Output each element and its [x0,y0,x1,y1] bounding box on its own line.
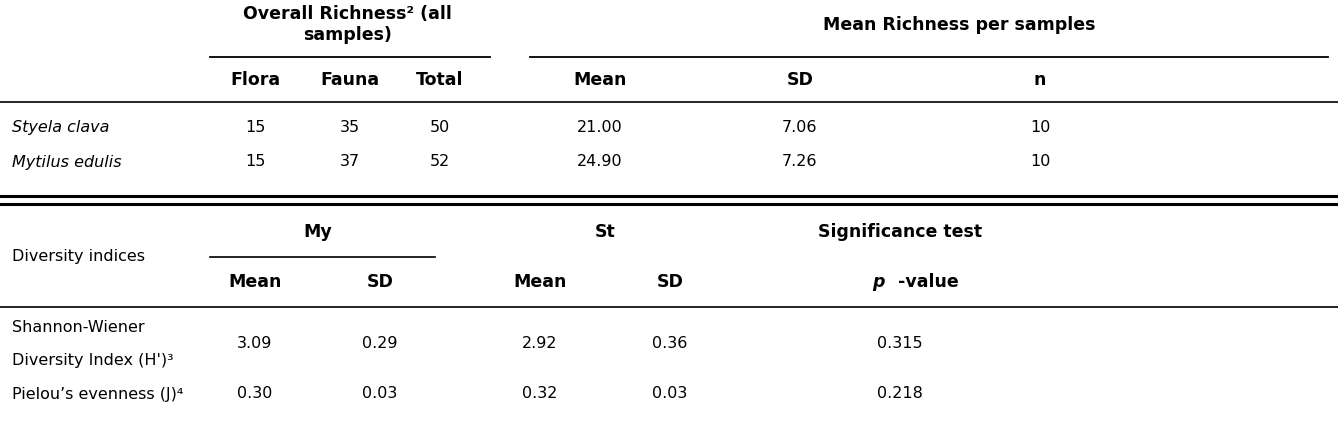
Text: 7.26: 7.26 [783,155,818,169]
Text: samples): samples) [304,26,392,44]
Text: 0.03: 0.03 [363,387,397,401]
Text: SD: SD [367,273,393,291]
Text: Diversity Index (H')³: Diversity Index (H')³ [12,353,174,368]
Text: SD: SD [787,71,814,89]
Text: p: p [872,273,884,291]
Text: 0.36: 0.36 [653,336,688,351]
Text: SD: SD [657,273,684,291]
Text: 0.32: 0.32 [522,387,558,401]
Text: Total: Total [416,71,464,89]
Text: -value: -value [898,273,958,291]
Text: 10: 10 [1030,120,1050,134]
Text: 24.90: 24.90 [577,155,622,169]
Text: 0.03: 0.03 [653,387,688,401]
Text: 0.29: 0.29 [363,336,397,351]
Text: Shannon-Wiener: Shannon-Wiener [12,320,145,334]
Text: 52: 52 [429,155,450,169]
Text: 10: 10 [1030,155,1050,169]
Text: 50: 50 [429,120,450,134]
Text: 0.315: 0.315 [878,336,923,351]
Text: Mean: Mean [229,273,282,291]
Text: Mean: Mean [514,273,567,291]
Text: 0.218: 0.218 [878,387,923,401]
Text: Overall Richness² (all: Overall Richness² (all [244,5,452,23]
Text: St: St [594,223,615,241]
Text: n: n [1034,71,1046,89]
Text: Significance test: Significance test [818,223,982,241]
Text: Mean: Mean [573,71,626,89]
Text: Flora: Flora [230,71,280,89]
Text: 2.92: 2.92 [522,336,558,351]
Text: Pielou’s evenness (J)⁴: Pielou’s evenness (J)⁴ [12,387,183,401]
Text: Mytilus edulis: Mytilus edulis [12,155,122,169]
Text: My: My [304,223,332,241]
Text: Fauna: Fauna [320,71,380,89]
Text: 15: 15 [245,155,265,169]
Text: Diversity indices: Diversity indices [12,250,145,264]
Text: 0.30: 0.30 [237,387,273,401]
Text: 35: 35 [340,120,360,134]
Text: 3.09: 3.09 [237,336,273,351]
Text: 37: 37 [340,155,360,169]
Text: Mean Richness per samples: Mean Richness per samples [823,16,1096,34]
Text: 7.06: 7.06 [783,120,818,134]
Text: 15: 15 [245,120,265,134]
Text: Styela clava: Styela clava [12,120,110,134]
Text: 21.00: 21.00 [577,120,624,134]
